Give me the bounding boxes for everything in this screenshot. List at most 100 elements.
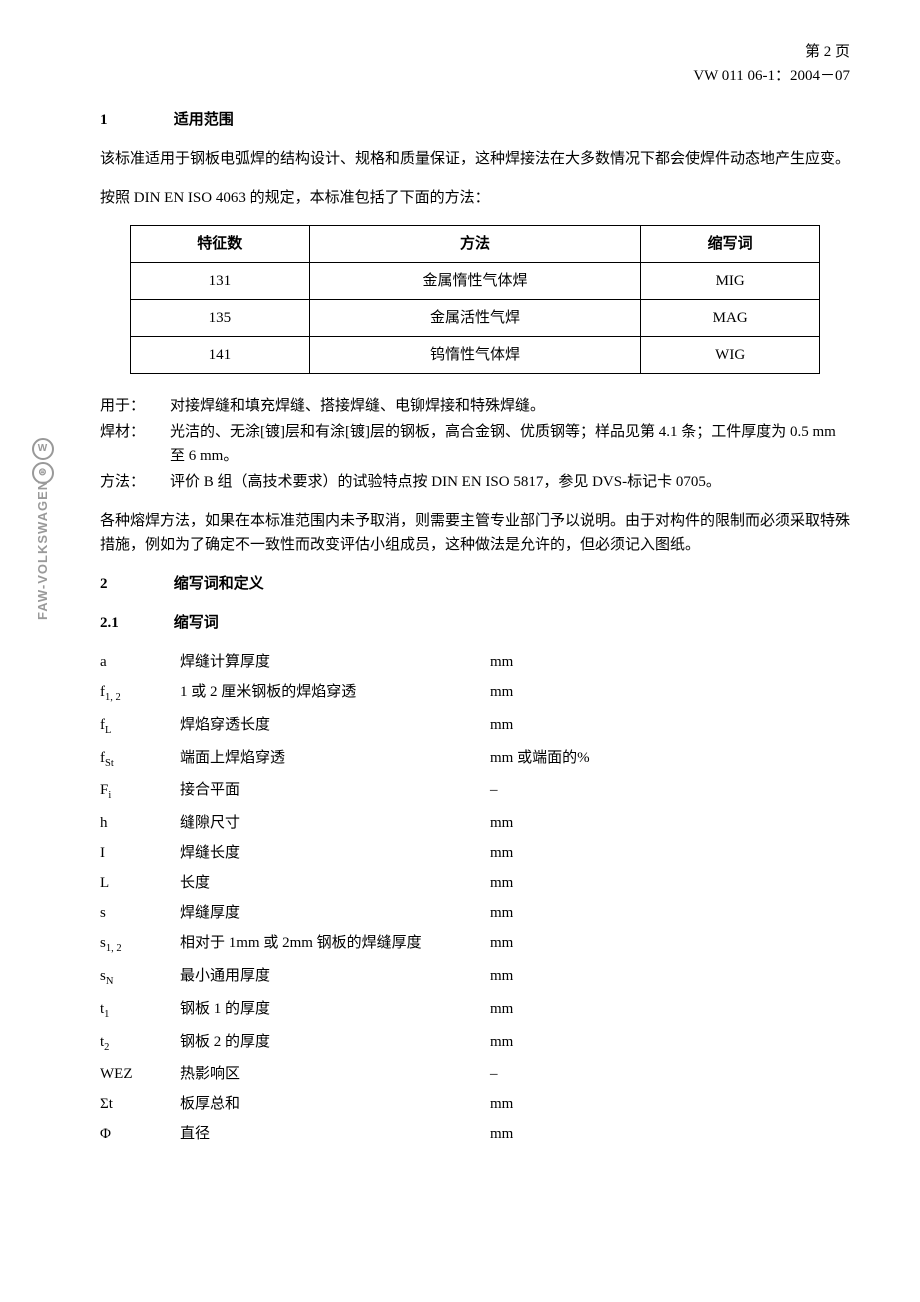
abbr-row: I焊缝长度mm: [100, 841, 850, 865]
definition-text: 评价 B 组（高技术要求）的试验特点按 DIN EN ISO 5817，参见 D…: [170, 470, 850, 494]
definition-text: 光洁的、无涂[镀]层和有涂[镀]层的钢板，高合金钢、优质钢等；样品见第 4.1 …: [170, 420, 850, 468]
abbr-symbol: Fi: [100, 778, 180, 805]
abbr-unit: mm: [490, 1122, 850, 1146]
abbr-unit: –: [490, 778, 850, 802]
abbr-symbol: Σt: [100, 1092, 180, 1116]
definition-row: 焊材：光洁的、无涂[镀]层和有涂[镀]层的钢板，高合金钢、优质钢等；样品见第 4…: [100, 420, 850, 468]
abbr-symbol: WEZ: [100, 1062, 180, 1086]
table-cell: 141: [131, 337, 310, 374]
abbr-unit: mm: [490, 811, 850, 835]
abbr-symbol: t2: [100, 1030, 180, 1057]
abbr-row: Φ直径mm: [100, 1122, 850, 1146]
abbr-description: 板厚总和: [180, 1092, 490, 1116]
abbr-symbol: fSt: [100, 746, 180, 773]
table-row: 131金属惰性气体焊MIG: [131, 263, 820, 300]
watermark: FAW-VOLKSWAGEN W ⊜: [20, 450, 66, 620]
section-2-1-heading: 2.1 缩写词: [100, 611, 850, 635]
definition-label: 方法：: [100, 470, 170, 494]
abbr-row: fSt端面上焊焰穿透mm 或端面的%: [100, 746, 850, 773]
table-cell: 金属惰性气体焊: [309, 263, 641, 300]
vw-logo-icon: W: [32, 438, 54, 460]
page-number: 第 2 页: [100, 40, 850, 64]
abbr-description: 焊缝长度: [180, 841, 490, 865]
section-2-1-num: 2.1: [100, 611, 170, 635]
abbr-row: t2钢板 2 的厚度mm: [100, 1030, 850, 1057]
abbr-unit: mm: [490, 997, 850, 1021]
abbr-description: 钢板 1 的厚度: [180, 997, 490, 1021]
section-1-title: 适用范围: [174, 112, 234, 128]
abbr-description: 焊缝厚度: [180, 901, 490, 925]
abbr-symbol: I: [100, 841, 180, 865]
abbr-symbol: f1, 2: [100, 680, 180, 707]
abbr-unit: mm: [490, 650, 850, 674]
section-2-heading: 2 缩写词和定义: [100, 572, 850, 596]
abbr-description: 缝隙尺寸: [180, 811, 490, 835]
definition-label: 用于：: [100, 394, 170, 418]
abbr-description: 相对于 1mm 或 2mm 钢板的焊缝厚度: [180, 931, 490, 955]
section-2-1-title: 缩写词: [174, 615, 219, 631]
abbr-row: Σt板厚总和mm: [100, 1092, 850, 1116]
section-1-num: 1: [100, 108, 170, 132]
abbr-description: 端面上焊焰穿透: [180, 746, 490, 770]
definition-label: 焊材：: [100, 420, 170, 468]
abbr-unit: mm: [490, 713, 850, 737]
abbr-description: 钢板 2 的厚度: [180, 1030, 490, 1054]
abbr-description: 1 或 2 厘米钢板的焊焰穿透: [180, 680, 490, 704]
abbr-description: 热影响区: [180, 1062, 490, 1086]
abbr-description: 焊焰穿透长度: [180, 713, 490, 737]
abbr-unit: mm: [490, 1092, 850, 1116]
table-cell: MAG: [641, 300, 820, 337]
section-2-num: 2: [100, 572, 170, 596]
abbr-symbol: L: [100, 871, 180, 895]
watermark-text: FAW-VOLKSWAGEN: [33, 480, 54, 620]
page-header: 第 2 页 VW 011 06-1：2004－07: [100, 40, 850, 88]
abbr-row: L长度mm: [100, 871, 850, 895]
abbr-row: WEZ热影响区–: [100, 1062, 850, 1086]
abbr-unit: mm 或端面的%: [490, 746, 850, 770]
abbr-row: fL焊焰穿透长度mm: [100, 713, 850, 740]
abbr-description: 焊缝计算厚度: [180, 650, 490, 674]
table-header-row: 特征数 方法 缩写词: [131, 226, 820, 263]
th-method: 方法: [309, 226, 641, 263]
table-cell: 135: [131, 300, 310, 337]
abbr-row: s1, 2相对于 1mm 或 2mm 钢板的焊缝厚度mm: [100, 931, 850, 958]
para-after-defs: 各种熔焊方法，如果在本标准范围内未予取消，则需要主管专业部门予以说明。由于对构件…: [100, 509, 850, 557]
abbr-row: s焊缝厚度mm: [100, 901, 850, 925]
definition-row: 用于：对接焊缝和填充焊缝、搭接焊缝、电铆焊接和特殊焊缝。: [100, 394, 850, 418]
section-1-para-1: 该标准适用于钢板电弧焊的结构设计、规格和质量保证，这种焊接法在大多数情况下都会使…: [100, 147, 850, 171]
abbreviations-table: a焊缝计算厚度mmf1, 21 或 2 厘米钢板的焊焰穿透mmfL焊焰穿透长度m…: [100, 650, 850, 1146]
abbr-row: Fi接合平面–: [100, 778, 850, 805]
abbr-row: a焊缝计算厚度mm: [100, 650, 850, 674]
abbr-symbol: h: [100, 811, 180, 835]
th-feature: 特征数: [131, 226, 310, 263]
abbr-symbol: Φ: [100, 1122, 180, 1146]
table-row: 141钨惰性气体焊WIG: [131, 337, 820, 374]
definition-text: 对接焊缝和填充焊缝、搭接焊缝、电铆焊接和特殊焊缝。: [170, 394, 850, 418]
abbr-unit: mm: [490, 901, 850, 925]
abbr-unit: mm: [490, 871, 850, 895]
abbr-symbol: a: [100, 650, 180, 674]
table-cell: WIG: [641, 337, 820, 374]
abbr-symbol: sN: [100, 964, 180, 991]
abbr-unit: –: [490, 1062, 850, 1086]
abbr-row: f1, 21 或 2 厘米钢板的焊焰穿透mm: [100, 680, 850, 707]
faw-logo-icon: ⊜: [32, 462, 54, 484]
abbr-unit: mm: [490, 680, 850, 704]
table-cell: 金属活性气焊: [309, 300, 641, 337]
definition-row: 方法：评价 B 组（高技术要求）的试验特点按 DIN EN ISO 5817，参…: [100, 470, 850, 494]
th-abbr: 缩写词: [641, 226, 820, 263]
abbr-unit: mm: [490, 1030, 850, 1054]
section-1-para-2: 按照 DIN EN ISO 4063 的规定，本标准包括了下面的方法：: [100, 186, 850, 210]
abbr-description: 直径: [180, 1122, 490, 1146]
abbr-unit: mm: [490, 964, 850, 988]
abbr-description: 最小通用厚度: [180, 964, 490, 988]
section-1-heading: 1 适用范围: [100, 108, 850, 132]
abbr-symbol: s: [100, 901, 180, 925]
abbr-unit: mm: [490, 841, 850, 865]
table-cell: 131: [131, 263, 310, 300]
section-2-title: 缩写词和定义: [174, 576, 264, 592]
definitions-block: 用于：对接焊缝和填充焊缝、搭接焊缝、电铆焊接和特殊焊缝。焊材：光洁的、无涂[镀]…: [100, 394, 850, 494]
abbr-description: 长度: [180, 871, 490, 895]
abbr-unit: mm: [490, 931, 850, 955]
abbr-symbol: t1: [100, 997, 180, 1024]
